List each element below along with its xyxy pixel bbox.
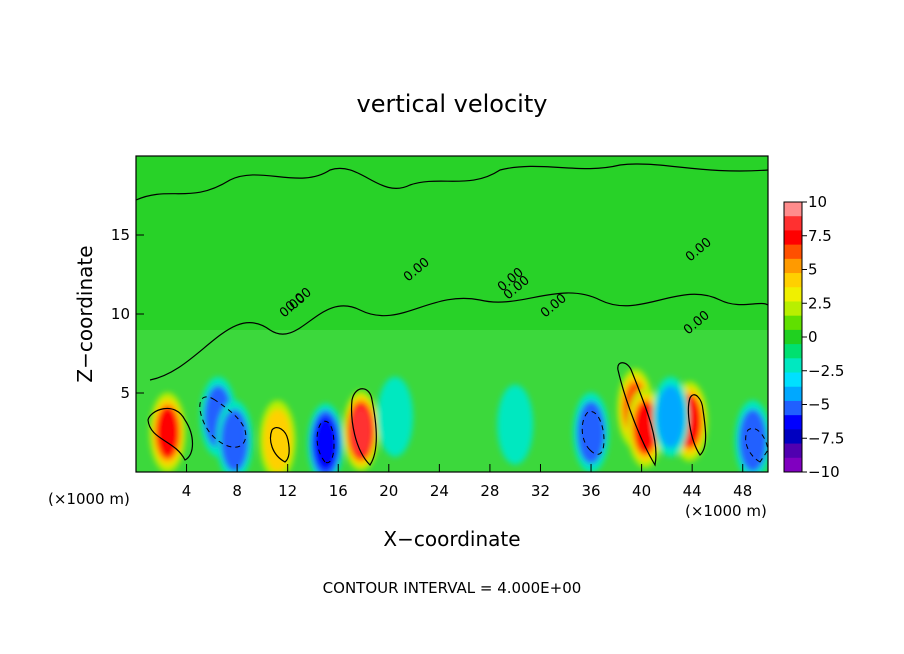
y-ticks: 5 10 15 — [111, 226, 144, 402]
x-ticks: 4 8 12 16 20 24 28 32 36 40 44 48 — [182, 464, 752, 500]
colorbar-swatch — [784, 329, 802, 345]
colorbar-swatch — [784, 443, 802, 459]
x-tick-label: 40 — [632, 482, 651, 500]
x-tick-label: 48 — [733, 482, 752, 500]
colorbar-tick-label: 5 — [808, 261, 818, 279]
colorbar-swatch — [784, 244, 802, 260]
x-tick-label: 20 — [379, 482, 398, 500]
colorbar-swatch — [784, 358, 802, 374]
y-tick-label: 10 — [111, 305, 130, 323]
velocity-cell — [742, 417, 763, 464]
velocity-cell — [660, 394, 681, 440]
colorbar-swatch — [784, 216, 802, 231]
colorbar: 10 7.5 5 2.5 0 −2.5 −5 −7.5 −10 — [783, 193, 844, 481]
velocity-cell — [158, 412, 177, 453]
x-unit-right: (×1000 m) — [685, 502, 767, 520]
colorbar-tick-label: 0 — [808, 328, 818, 346]
chart-title: vertical velocity — [357, 90, 548, 118]
colorbar-swatch — [784, 429, 802, 445]
y-tick-label: 15 — [111, 226, 130, 244]
colorbar-tick-label: −7.5 — [808, 429, 844, 447]
x-tick-label: 44 — [683, 482, 702, 500]
colorbar-swatch — [784, 372, 802, 388]
velocity-cell — [503, 397, 528, 452]
colorbar-swatch — [784, 415, 802, 430]
colorbar-tick-label: 2.5 — [808, 294, 832, 312]
x-unit-left: (×1000 m) — [48, 490, 130, 508]
x-tick-label: 12 — [278, 482, 297, 500]
velocity-cell — [383, 389, 408, 444]
colorbar-swatch — [784, 386, 802, 402]
colorbar-tick-label: −5 — [808, 396, 830, 414]
colorbar-swatch — [784, 301, 802, 317]
zero-contours — [136, 163, 768, 467]
velocity-cell — [316, 423, 335, 465]
plot-area: 0.000.000.000.000.000.000.000.00 — [136, 156, 768, 472]
contour-interval-note: CONTOUR INTERVAL = 4.000E+00 — [323, 579, 582, 597]
colorbar-swatch — [784, 400, 802, 416]
colorbar-tick-label: −2.5 — [808, 362, 844, 380]
colorbar-tick-label: −10 — [808, 463, 840, 481]
x-tick-label: 8 — [232, 482, 242, 500]
velocity-cell — [224, 417, 245, 464]
velocity-features — [149, 368, 768, 472]
colorbar-swatch — [784, 258, 802, 274]
x-tick-label: 16 — [329, 482, 348, 500]
colorbar-swatch — [784, 344, 802, 359]
x-tick-label: 4 — [182, 482, 192, 500]
velocity-cell — [352, 411, 370, 451]
colorbar-swatch — [784, 287, 802, 302]
colorbar-swatch — [784, 202, 802, 217]
y-axis-label: Z−coordinate — [73, 245, 97, 382]
colorbar-tick-label: 7.5 — [808, 227, 832, 245]
colorbar-swatch — [784, 273, 802, 288]
velocity-cell — [581, 409, 602, 456]
colorbar-swatch — [784, 230, 802, 246]
x-axis-label: X−coordinate — [383, 527, 520, 551]
y-tick-label: 5 — [120, 384, 130, 402]
x-tick-label: 32 — [531, 482, 550, 500]
colorbar-swatch — [784, 457, 802, 473]
x-tick-label: 24 — [430, 482, 449, 500]
x-tick-label: 28 — [480, 482, 499, 500]
colorbar-tick-label: 10 — [808, 193, 827, 211]
x-tick-label: 36 — [581, 482, 600, 500]
colorbar-swatch — [784, 315, 802, 331]
negative-contours — [199, 396, 768, 464]
